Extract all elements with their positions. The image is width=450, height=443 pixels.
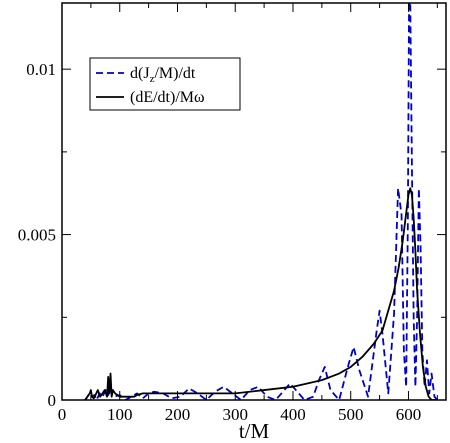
x-tick-label: 500 <box>338 405 364 424</box>
x-tick-label: 0 <box>58 405 67 424</box>
y-tick-label: 0.005 <box>18 226 56 245</box>
x-tick-label: 600 <box>396 405 422 424</box>
x-tick-label: 100 <box>107 405 133 424</box>
x-tick-label: 400 <box>280 405 306 424</box>
plot-frame <box>61 2 447 401</box>
x-axis-label: t/M <box>239 419 270 443</box>
legend-label-1: (dE/dt)/Mω <box>130 89 205 106</box>
x-tick-label: 200 <box>165 405 191 424</box>
ticks-layer: 0 100 200 300 400 500 600 0 0.005 0.01 <box>18 3 446 424</box>
series-line-1 <box>84 187 438 400</box>
y-tick-label: 0.01 <box>26 60 56 79</box>
x-tick-label: 300 <box>222 405 248 424</box>
y-tick-label: 0 <box>48 391 57 410</box>
legend: d(Jz/M)/dt (dE/dt)/Mω <box>89 57 241 111</box>
legend-label-0: d(Jz/M)/dt <box>130 65 196 85</box>
legend-box <box>89 57 241 111</box>
